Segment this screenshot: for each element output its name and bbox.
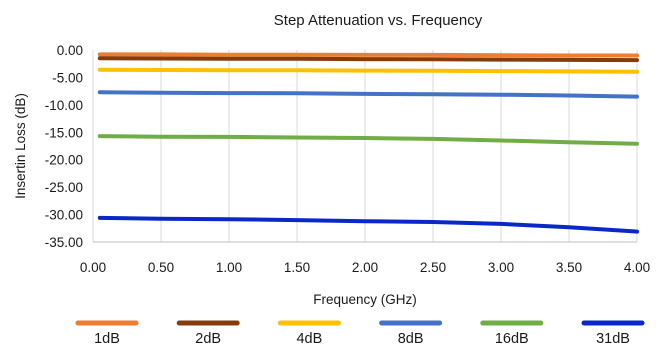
chart-title: Step Attenuation vs. Frequency [274, 12, 483, 29]
y-tick-label: -10.00 [45, 98, 83, 113]
y-tick-label: -30.00 [45, 208, 83, 223]
series-line-1dB [97, 52, 639, 58]
series-line-31dB [97, 215, 639, 234]
x-tick-label: 2.00 [352, 260, 378, 275]
legend: 1dB 2dB 4dB 8dB 16dB 31dB [75, 320, 645, 346]
series-line-2dB [97, 56, 639, 63]
x-axis-label: Frequency (GHz) [313, 292, 417, 307]
legend-label-8dB: 8dB [398, 331, 424, 346]
y-tick-label: -35.00 [45, 235, 83, 250]
x-tick-label: 0.50 [148, 260, 174, 275]
y-tick-label: -20.00 [45, 153, 83, 168]
y-tick-label: -25.00 [45, 180, 83, 195]
x-tick-label: 1.00 [216, 260, 242, 275]
x-tick-label: 4.00 [624, 260, 650, 275]
x-tick-label: 0.00 [80, 260, 106, 275]
legend-label-4dB: 4dB [296, 331, 322, 346]
series-line-8dB [97, 90, 639, 99]
legend-label-31dB: 31dB [596, 331, 630, 346]
x-tick-label: 3.50 [556, 260, 582, 275]
series-lines [97, 52, 639, 234]
legend-label-16dB: 16dB [495, 331, 529, 346]
y-axis-label: Insertin Loss (dB) [13, 93, 28, 199]
legend-label-2dB: 2dB [195, 331, 221, 346]
y-axis-ticks: 0.00 -5.00 -10.00 -15.00 -20.00 -25.00 -30.00 -… [45, 43, 83, 250]
y-tick-label: -5.00 [52, 70, 83, 85]
x-tick-label: 2.50 [420, 260, 446, 275]
x-tick-label: 1.50 [284, 260, 310, 275]
y-tick-label: -15.00 [45, 125, 83, 140]
series-line-4dB [97, 67, 639, 74]
y-tick-label: 0.00 [57, 43, 83, 58]
grid [92, 50, 638, 243]
x-tick-label: 3.00 [488, 260, 514, 275]
legend-label-1dB: 1dB [94, 331, 120, 346]
series-line-16dB [97, 134, 639, 146]
x-axis-ticks: 0.00 0.50 1.00 1.50 2.00 2.50 3.00 3.50 4.00 [80, 260, 650, 275]
